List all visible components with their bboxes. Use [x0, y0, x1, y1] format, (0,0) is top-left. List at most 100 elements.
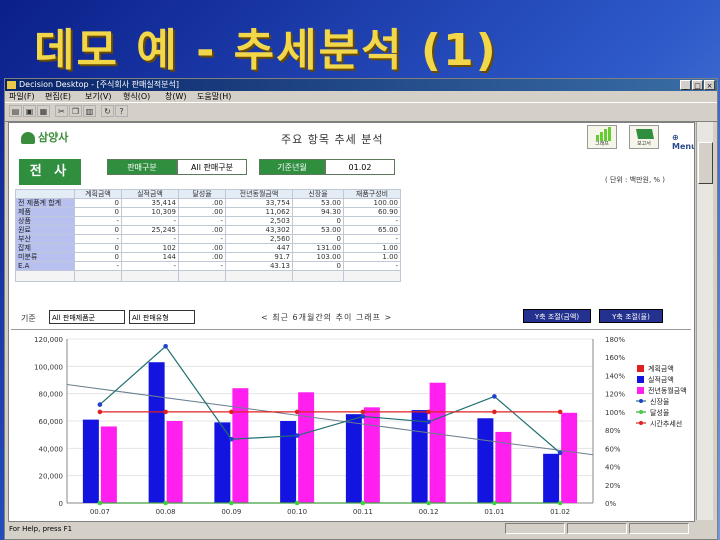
chart-heading: < 최근 6개월간의 추이 그래프 > — [261, 313, 393, 322]
table-cell: 65.00 — [343, 225, 401, 235]
row-label: E.A — [15, 261, 75, 271]
series-point-2 — [360, 409, 366, 415]
x-tick-label: 01.02 — [550, 508, 570, 516]
table-cell — [74, 270, 122, 282]
bar-actual — [148, 362, 165, 503]
series-point-2 — [97, 409, 103, 415]
period-input[interactable]: 01.02 — [325, 159, 395, 175]
y-right-tick-label: 140% — [605, 372, 625, 380]
filter-select[interactable]: All 판매구분 — [177, 159, 247, 175]
menu-help[interactable]: 도움말(H) — [197, 92, 232, 101]
table-cell: - — [121, 261, 179, 271]
status-text: For Help, press F1 — [9, 525, 73, 533]
menu-view[interactable]: 보기(V) — [85, 92, 112, 101]
menu-link[interactable]: ⊕ Menu — [672, 133, 695, 151]
legend-marker — [639, 410, 643, 414]
row-label: 제품 — [15, 207, 75, 217]
table-header: 신장율 — [292, 189, 344, 199]
table-cell: 2,560 — [225, 234, 293, 244]
series-point-0 — [97, 402, 103, 407]
app-window: Decision Desktop - [주식회사 판매실적분석] _ □ × 파… — [4, 78, 718, 540]
menu-edit[interactable]: 편집(E) — [45, 92, 72, 101]
status-cell — [567, 523, 627, 534]
table-header: 계획금액 — [74, 189, 122, 199]
table-cell: - — [178, 261, 226, 271]
vertical-scrollbar[interactable] — [696, 122, 713, 520]
close-icon[interactable]: × — [704, 80, 715, 90]
company-scope-label: 전 사 — [19, 159, 81, 185]
graph-button[interactable]: 그래프 — [587, 125, 617, 149]
y-left-tick-label: 40,000 — [39, 445, 64, 453]
right-axis-adjust-button[interactable]: Y축 조절(율) — [599, 309, 663, 323]
menu-file[interactable]: 파일(F) — [9, 92, 35, 101]
copy-icon[interactable]: ❐ — [69, 105, 82, 117]
legend-label: 계획금액 — [648, 364, 674, 373]
table-cell: - — [178, 234, 226, 244]
toolbar: ▤ ▣ ▦ ✂ ❐ ▥ ↻ ? — [5, 102, 717, 122]
table-row: E.A - - -43.13 0- — [15, 261, 401, 271]
series-point-2 — [163, 409, 168, 415]
table-row: 원료 0 25,245.00 43,302 53.00 65.00 — [15, 225, 401, 235]
bar-prev-year — [298, 392, 315, 503]
statusbar: For Help, press F1 — [5, 521, 717, 537]
y-right-tick-label: 100% — [605, 409, 625, 417]
table-cell — [178, 270, 226, 282]
table-cell: - — [343, 234, 401, 244]
table-cell: 53.00 — [292, 198, 344, 208]
series-point-0 — [360, 414, 366, 419]
unit-note: ( 단위 : 백만원, % ) — [605, 176, 666, 184]
table-cell: 25,245 — [121, 225, 179, 235]
report-button[interactable]: 보고서 — [629, 125, 659, 149]
graph-button-label: 그래프 — [595, 141, 609, 147]
series-point-1 — [557, 500, 563, 506]
series-point-0 — [426, 419, 431, 425]
table-cell: 447 — [225, 243, 293, 253]
company-logo: 삼양사 — [21, 129, 68, 145]
cut-icon[interactable]: ✂ — [55, 105, 68, 117]
y-right-tick-label: 160% — [605, 354, 625, 362]
maximize-icon[interactable]: □ — [692, 80, 703, 90]
legend-marker — [639, 421, 643, 425]
bar-prev-year — [363, 407, 380, 503]
table-cell: .00 — [178, 198, 226, 208]
chart-filter-label: 기준 — [21, 314, 36, 323]
trend-chart: 0 20,000 40,000 60,000 80,000 100,000 120,000 0… — [34, 336, 687, 516]
report-content: 삼양사 주요 항목 추세 분석 그래프 보고서 ⊕ Menu 전 사 판매구분 … — [8, 122, 695, 522]
series-line-0 — [99, 345, 561, 454]
legend-label: 신장율 — [650, 397, 670, 406]
open-icon[interactable]: ▤ — [9, 105, 22, 117]
scroll-thumb[interactable] — [698, 142, 713, 184]
legend-swatch — [637, 365, 644, 372]
menu-format[interactable]: 형식(O) — [123, 92, 151, 101]
table-row: 잡제 0 102.00 447 131.00 1.00 — [15, 243, 401, 253]
table-cell: 0 — [292, 261, 344, 271]
table-cell: 0 — [292, 216, 344, 226]
series-point-2 — [492, 409, 497, 415]
sales-type-select[interactable]: All 판매유형 — [129, 310, 195, 324]
legend-label: 전년동월금액 — [648, 386, 687, 395]
table-cell: 0 — [74, 225, 122, 235]
window-controls: _ □ × — [680, 80, 715, 90]
save-icon[interactable]: ▣ — [23, 105, 36, 117]
table-cell: 60.90 — [343, 207, 401, 217]
table-cell: 0 — [74, 198, 122, 208]
product-group-select[interactable]: All 판매제품군 — [49, 310, 125, 324]
row-label: 부산 — [15, 234, 75, 244]
series-point-2 — [229, 409, 234, 415]
table-cell: - — [121, 234, 179, 244]
left-axis-adjust-button[interactable]: Y축 조절(금액) — [523, 309, 591, 323]
paste-icon[interactable]: ▥ — [83, 105, 96, 117]
table-spacer-row — [15, 270, 401, 282]
table-row: 미분류 0 144.00 91.7 103.00 1.00 — [15, 252, 401, 262]
help-icon[interactable]: ? — [115, 105, 128, 117]
menu-window[interactable]: 창(W) — [165, 92, 187, 101]
table-cell — [121, 270, 179, 282]
table-cell: - — [121, 216, 179, 226]
series-point-2 — [557, 409, 563, 415]
period-label: 기준년월 — [259, 159, 325, 175]
minimize-icon[interactable]: _ — [680, 80, 691, 90]
bar-prev-year — [561, 412, 578, 503]
print-icon[interactable]: ▦ — [37, 105, 50, 117]
window-title: Decision Desktop - [주식회사 판매실적분석] — [19, 80, 179, 89]
refresh-icon[interactable]: ↻ — [101, 105, 114, 117]
